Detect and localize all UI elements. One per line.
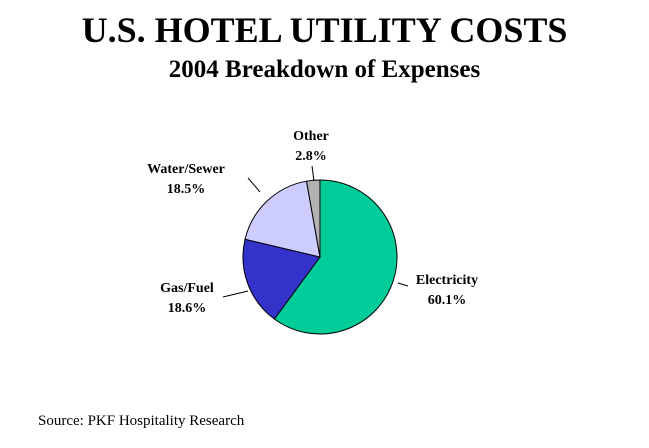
slice-value-label: 2.8% [295, 149, 327, 164]
slice-name-label: Other [293, 129, 329, 144]
slice-name-label: Gas/Fuel [160, 281, 214, 296]
source-note: Source: PKF Hospitality Research [38, 413, 245, 429]
leader-line [247, 177, 261, 193]
slice-value-label: 60.1% [428, 293, 467, 308]
pie-slice-gas-fuel [242, 238, 321, 320]
pie-slice-other [305, 179, 321, 258]
chart-subtitle: 2004 Breakdown of Expenses [168, 56, 481, 83]
pie-slice-electricity [273, 179, 398, 335]
leader-line [222, 290, 249, 298]
slice-value-label: 18.6% [168, 301, 207, 316]
leader-line [311, 165, 315, 182]
slice-value-label: 18.5% [167, 182, 206, 197]
pie-slice-water-sewer [244, 180, 321, 258]
leader-line [397, 282, 409, 287]
chart-title: U.S. HOTEL UTILITY COSTS [81, 10, 568, 50]
slice-name-label: Electricity [416, 273, 478, 288]
slice-name-label: Water/Sewer [147, 162, 225, 177]
